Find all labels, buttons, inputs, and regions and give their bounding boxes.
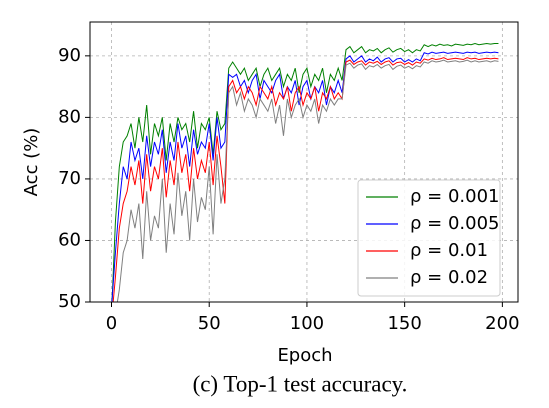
legend-label: ρ = 0.005: [410, 213, 499, 234]
legend-label: ρ = 0.02: [410, 267, 488, 288]
x-tick-label: 50: [198, 313, 221, 334]
y-axis-label: Acc (%): [21, 128, 42, 197]
legend-label: ρ = 0.01: [410, 240, 488, 261]
y-tick-label: 80: [58, 106, 81, 127]
legend-label: ρ = 0.001: [410, 186, 499, 207]
plot-lines: [111, 43, 499, 302]
series-line: [112, 57, 499, 302]
series-line: [111, 51, 499, 302]
plot-frame: [89, 21, 519, 303]
x-tick-label: 0: [106, 313, 117, 334]
series-line: [111, 43, 499, 302]
y-tick-label: 90: [58, 45, 81, 66]
caption: (c) Top-1 test accuracy.: [193, 371, 408, 396]
x-tick-label: 200: [485, 313, 519, 334]
series-line: [116, 59, 499, 302]
x-axis-label: Epoch: [277, 345, 332, 366]
y-tick-label: 50: [58, 291, 81, 312]
y-tick-label: 60: [58, 229, 81, 250]
x-tick-label: 150: [387, 313, 421, 334]
legend-box: [357, 179, 501, 297]
y-tick-label: 70: [58, 168, 81, 189]
x-tick-label: 100: [290, 313, 324, 334]
